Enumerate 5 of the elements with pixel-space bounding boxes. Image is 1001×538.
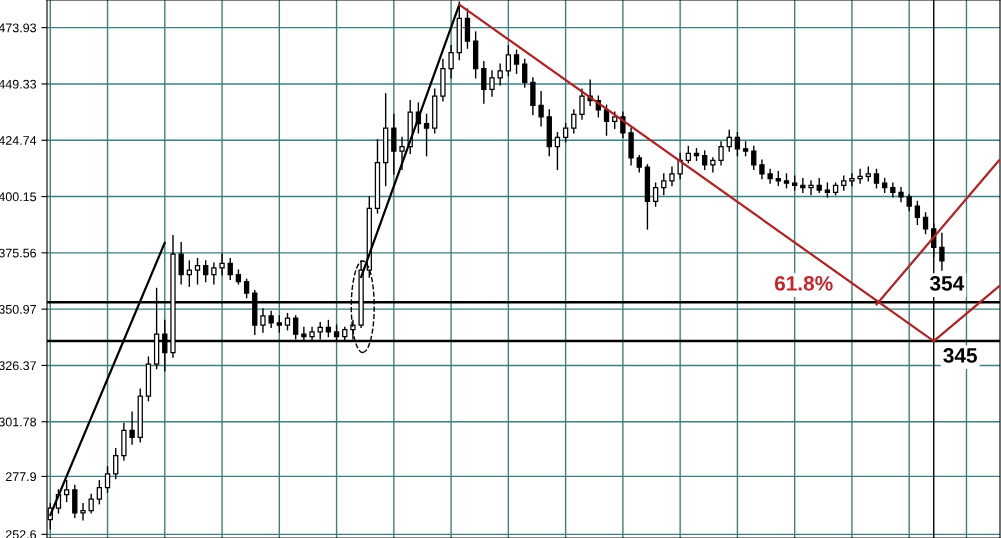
y-tick-label: 277.9 <box>5 472 36 482</box>
annotation: 61.8% <box>774 275 833 291</box>
annotation: 345 <box>943 348 977 363</box>
y-tick-label: 252.6 <box>5 530 37 538</box>
annotation: 354 <box>929 275 965 291</box>
